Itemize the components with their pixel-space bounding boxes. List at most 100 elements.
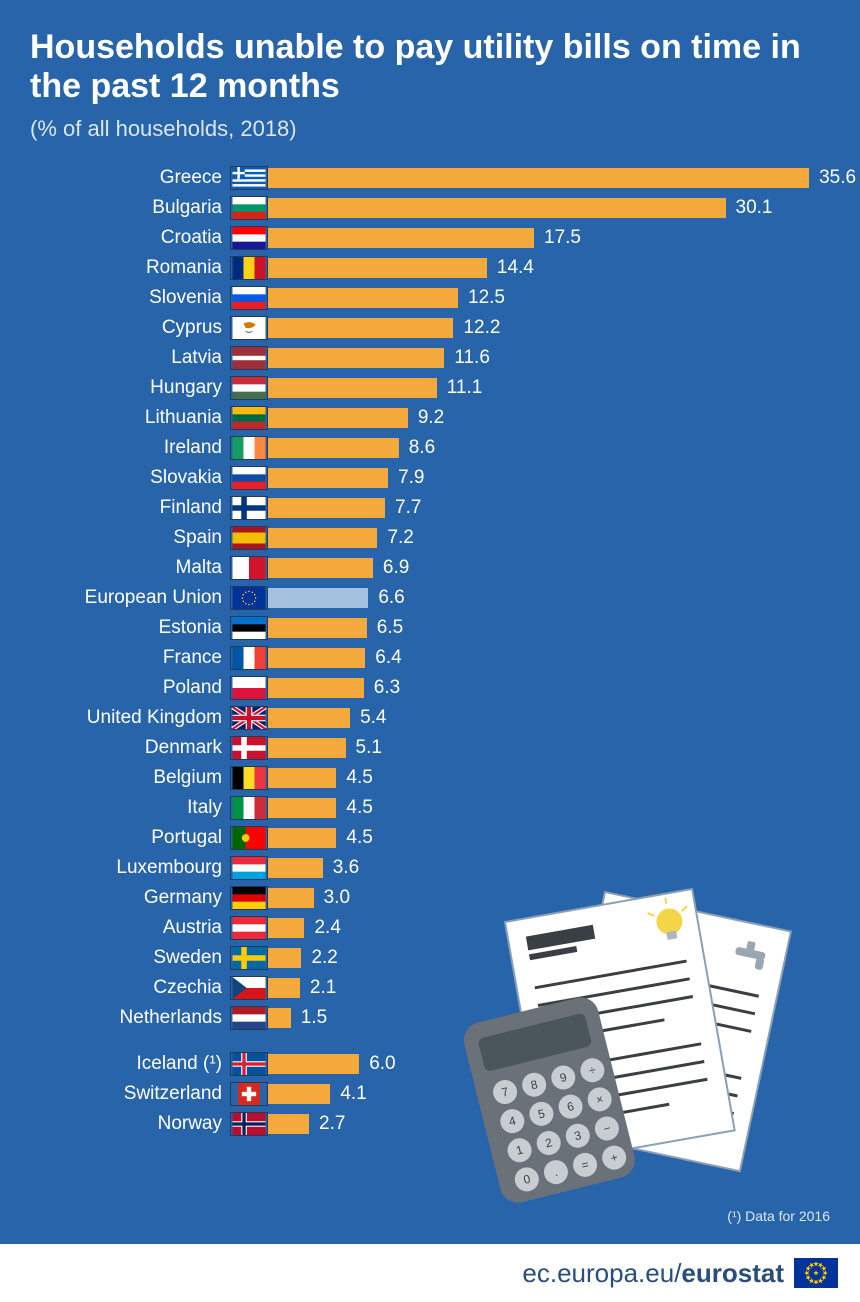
value-label: 6.0 (369, 1052, 395, 1076)
bar-area: 5.4 (268, 706, 860, 730)
chart-row: Croatia17.5 (0, 224, 860, 252)
value-label: 2.4 (314, 916, 340, 940)
chart-row: Sweden2.2 (0, 944, 860, 972)
country-label: Slovakia (0, 467, 230, 489)
svg-text:=: = (580, 1157, 590, 1172)
value-label: 17.5 (544, 226, 581, 250)
chart-row: Portugal4.5 (0, 824, 860, 852)
bar-area: 9.2 (268, 406, 860, 430)
chart-row: Slovakia 7.9 (0, 464, 860, 492)
chart-row: France6.4 (0, 644, 860, 672)
value-label: 7.9 (398, 466, 424, 490)
country-label: Denmark (0, 737, 230, 759)
chart-row: Latvia11.6 (0, 344, 860, 372)
chart-row: Malta6.9 (0, 554, 860, 582)
uk-flag-icon (230, 706, 268, 730)
bar (268, 498, 385, 518)
chart-row: Estonia 6.5 (0, 614, 860, 642)
chart-row: Germany 3.0 (0, 884, 860, 912)
bar (268, 888, 314, 908)
chart-row: United Kingdom5.4 (0, 704, 860, 732)
bar (268, 348, 444, 368)
chart-row: Czechia2.1 (0, 974, 860, 1002)
footnote: (¹) Data for 2016 (727, 1208, 830, 1224)
chart-row: Denmark5.1 (0, 734, 860, 762)
country-label: Malta (0, 557, 230, 579)
bar (268, 978, 300, 998)
bar (268, 258, 487, 278)
bar (268, 618, 367, 638)
value-label: 8.6 (409, 436, 435, 460)
footer: ec.europa.eu/eurostat (0, 1244, 860, 1302)
hr-flag-icon (230, 226, 268, 250)
be-flag-icon (230, 766, 268, 790)
bar-area: 4.1 (268, 1082, 860, 1106)
lu-flag-icon (230, 856, 268, 880)
footer-url-bold: eurostat (681, 1258, 784, 1288)
ro-flag-icon (230, 256, 268, 280)
chart-row: European Union6.6 (0, 584, 860, 612)
bar-area: 6.3 (268, 676, 860, 700)
chart-row: Romania14.4 (0, 254, 860, 282)
value-label: 6.3 (374, 676, 400, 700)
chart-row: Iceland (¹)6.0 (0, 1050, 860, 1078)
country-label: Germany (0, 887, 230, 909)
pt-flag-icon (230, 826, 268, 850)
value-label: 1.5 (301, 1006, 327, 1030)
bar-area: 6.5 (268, 616, 860, 640)
country-label: Estonia (0, 617, 230, 639)
bar (268, 558, 373, 578)
country-label: Sweden (0, 947, 230, 969)
gr-flag-icon (230, 166, 268, 190)
value-label: 3.0 (324, 886, 350, 910)
bar-area: 4.5 (268, 796, 860, 820)
bar (268, 1008, 291, 1028)
bar (268, 648, 365, 668)
country-label: Luxembourg (0, 857, 230, 879)
se-flag-icon (230, 946, 268, 970)
chart-row: Poland 6.3 (0, 674, 860, 702)
chart-row: Greece35.6 (0, 164, 860, 192)
bar-area: 2.1 (268, 976, 860, 1000)
chart-row: Netherlands 1.5 (0, 1004, 860, 1032)
eu-flag-icon (794, 1258, 838, 1288)
country-label: Portugal (0, 827, 230, 849)
country-label: Belgium (0, 767, 230, 789)
country-label: Slovenia (0, 287, 230, 309)
bar-area: 3.0 (268, 886, 860, 910)
value-label: 3.6 (333, 856, 359, 880)
bar (268, 198, 726, 218)
bar-area: 2.7 (268, 1112, 860, 1136)
country-label: Italy (0, 797, 230, 819)
chart-row: Finland7.7 (0, 494, 860, 522)
svg-text:0: 0 (522, 1172, 532, 1187)
svg-text:.: . (553, 1165, 560, 1179)
value-label: 2.7 (319, 1112, 345, 1136)
country-label: Romania (0, 257, 230, 279)
svg-text:+: + (609, 1150, 619, 1165)
bar-area: 7.9 (268, 466, 860, 490)
it-flag-icon (230, 796, 268, 820)
bar-area: 6.6 (268, 586, 860, 610)
bar-area: 12.2 (268, 316, 860, 340)
country-label: Poland (0, 677, 230, 699)
bar (268, 1114, 309, 1134)
value-label: 4.5 (346, 796, 372, 820)
bar-area: 3.6 (268, 856, 860, 880)
cy-flag-icon (230, 316, 268, 340)
bg-flag-icon (230, 196, 268, 220)
chart-row: Austria2.4 (0, 914, 860, 942)
bar (268, 828, 336, 848)
bar-area: 2.4 (268, 916, 860, 940)
bar (268, 288, 458, 308)
chart-row: Slovenia 12.5 (0, 284, 860, 312)
bar (268, 1084, 330, 1104)
ee-flag-icon (230, 616, 268, 640)
bar (268, 468, 388, 488)
country-label: Netherlands (0, 1007, 230, 1029)
eu-flag-icon (230, 586, 268, 610)
bar (268, 738, 346, 758)
chart-row: Spain7.2 (0, 524, 860, 552)
footer-url-prefix: ec.europa.eu/ (522, 1258, 681, 1288)
value-label: 12.5 (468, 286, 505, 310)
